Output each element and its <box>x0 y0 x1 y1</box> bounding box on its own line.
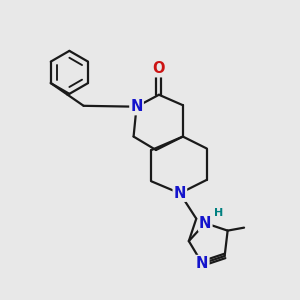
Text: N: N <box>196 256 208 271</box>
Text: N: N <box>199 216 212 231</box>
Text: N: N <box>174 186 186 201</box>
Text: H: H <box>214 208 223 218</box>
Text: N: N <box>130 99 143 114</box>
Text: O: O <box>153 61 165 76</box>
